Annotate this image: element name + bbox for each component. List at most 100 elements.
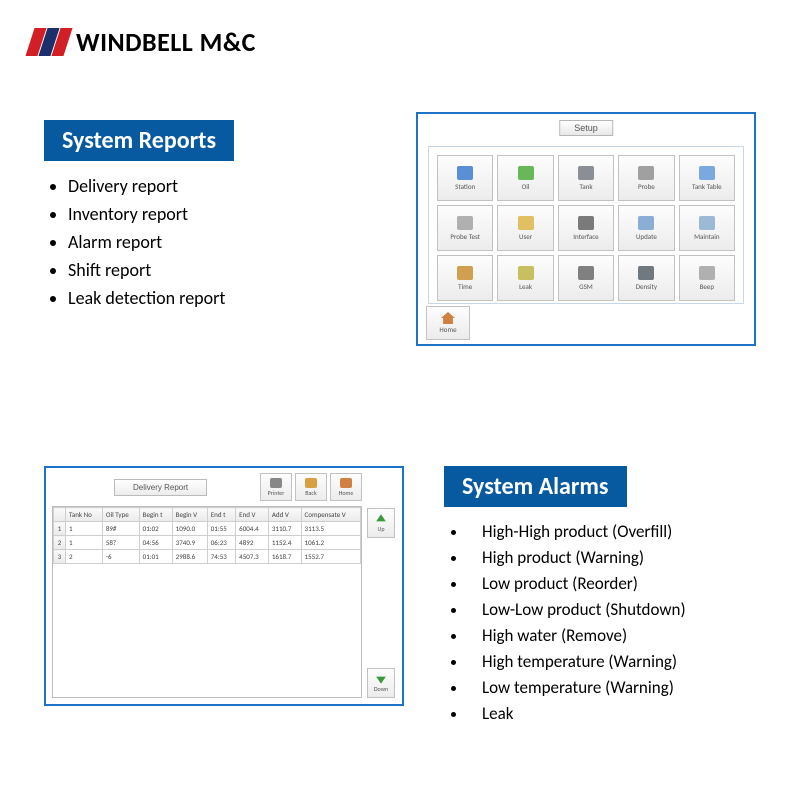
- table-row[interactable]: 1189#01:021090.001:556004.43110.73113.5: [54, 522, 361, 536]
- station-icon: [457, 166, 473, 180]
- table-cell: 1: [66, 536, 103, 550]
- setup-button-label: Leak: [519, 282, 532, 291]
- home-button[interactable]: Home: [426, 306, 470, 340]
- printer-button[interactable]: Printer: [260, 473, 292, 501]
- setup-button-label: Probe: [638, 182, 655, 191]
- density-icon: [638, 266, 654, 280]
- alarm-item: Low-Low product (Shutdown): [468, 599, 774, 620]
- table-cell: -6: [102, 550, 139, 564]
- delivery-side-controls: Up Down: [366, 508, 396, 698]
- system-alarms-section: System Alarms High-High product (Overfil…: [444, 466, 774, 729]
- setup-beep-button[interactable]: Beep: [679, 255, 735, 301]
- table-cell: 06:23: [207, 536, 235, 550]
- table-header: Tank No: [66, 508, 103, 522]
- scroll-down-button[interactable]: Down: [367, 668, 395, 698]
- setup-button-label: Beep: [700, 282, 714, 291]
- back-button[interactable]: Back: [295, 473, 327, 501]
- alarm-item: High-High product (Overfill): [468, 521, 774, 542]
- setup-update-button[interactable]: Update: [618, 205, 674, 251]
- gsm-icon: [578, 266, 594, 280]
- table-cell: 1152.4: [268, 536, 301, 550]
- setup-oil-button[interactable]: Oil: [497, 155, 553, 201]
- setup-user-button[interactable]: User: [497, 205, 553, 251]
- table-header: End V: [236, 508, 269, 522]
- delivery-table-wrap: Tank NoOil TypeBegin tBegin VEnd tEnd VA…: [52, 506, 362, 698]
- delivery-report-window: Delivery Report Printer Back Home Tank NoO…: [44, 466, 404, 706]
- setup-maintain-button[interactable]: Maintain: [679, 205, 735, 251]
- delivery-title-button[interactable]: Delivery Report: [114, 479, 207, 496]
- table-cell: 1090.0: [172, 522, 207, 536]
- system-alarms-title: System Alarms: [444, 466, 627, 507]
- update-icon: [638, 216, 654, 230]
- setup-tank-button[interactable]: Tank: [558, 155, 614, 201]
- brand-mark: [30, 28, 68, 56]
- table-header: Oil Type: [102, 508, 139, 522]
- system-reports-section: System Reports Delivery reportInventory …: [44, 120, 344, 315]
- setup-station-button[interactable]: Station: [437, 155, 493, 201]
- table-cell: 4892: [236, 536, 269, 550]
- setup-density-button[interactable]: Density: [618, 255, 674, 301]
- table-cell: 3110.7: [268, 522, 301, 536]
- setup-button-label: Tank: [579, 182, 592, 191]
- table-cell: 2988.6: [172, 550, 207, 564]
- table-cell: 74:53: [207, 550, 235, 564]
- printer-icon: [270, 478, 282, 488]
- table-cell: 1618.7: [268, 550, 301, 564]
- table-cell: 58?: [102, 536, 139, 550]
- home-button[interactable]: Home: [330, 473, 362, 501]
- setup-button-label: User: [519, 232, 532, 241]
- table-cell: 1: [66, 522, 103, 536]
- setup-button-label: Station: [455, 182, 475, 191]
- setup-gsm-button[interactable]: GSM: [558, 255, 614, 301]
- arrow-down-icon: [375, 673, 387, 685]
- toolbar-button-label: Home: [339, 489, 354, 497]
- table-cell: 3113.5: [301, 522, 360, 536]
- scroll-up-button[interactable]: Up: [367, 508, 395, 538]
- setup-icon-grid: Station Oil Tank Probe Tank Table Probe Test U…: [437, 155, 735, 301]
- setup-button-label: Density: [636, 282, 657, 291]
- table-cell: 01:55: [207, 522, 235, 536]
- back-icon: [305, 478, 317, 488]
- table-cell: 01:01: [139, 550, 172, 564]
- setup-probe-test-button[interactable]: Probe Test: [437, 205, 493, 251]
- setup-header-button[interactable]: Setup: [559, 120, 613, 136]
- setup-button-label: Update: [636, 232, 657, 241]
- probe-icon: [638, 166, 654, 180]
- system-alarms-list: High-High product (Overfill)High product…: [444, 521, 774, 724]
- maintain-icon: [699, 216, 715, 230]
- toolbar-button-label: Printer: [268, 489, 285, 497]
- table-cell: 01:02: [139, 522, 172, 536]
- setup-leak-button[interactable]: Leak: [497, 255, 553, 301]
- setup-tank-table-button[interactable]: Tank Table: [679, 155, 735, 201]
- system-reports-list: Delivery reportInventory reportAlarm rep…: [44, 175, 344, 309]
- row-number: 2: [54, 536, 66, 550]
- user-icon: [518, 216, 534, 230]
- setup-icon-panel: Station Oil Tank Probe Tank Table Probe Test U…: [428, 146, 744, 304]
- tank-table-icon: [699, 166, 715, 180]
- toolbar-button-label: Back: [305, 489, 316, 497]
- setup-button-label: Tank Table: [692, 182, 722, 191]
- table-header: End t: [207, 508, 235, 522]
- setup-time-button[interactable]: Time: [437, 255, 493, 301]
- setup-button-label: GSM: [579, 282, 593, 291]
- setup-button-label: Maintain: [694, 232, 719, 241]
- setup-window: Setup Station Oil Tank Probe Tank Table Probe…: [416, 112, 756, 346]
- table-row[interactable]: 32-601:012988.674:534507.31618.71552.7: [54, 550, 361, 564]
- interface-icon: [578, 216, 594, 230]
- home-icon: [340, 478, 352, 488]
- report-item: Shift report: [68, 259, 344, 281]
- alarm-item: High temperature (Warning): [468, 651, 774, 672]
- setup-probe-button[interactable]: Probe: [618, 155, 674, 201]
- table-header: Begin V: [172, 508, 207, 522]
- setup-button-label: Time: [458, 282, 472, 291]
- scroll-up-label: Up: [377, 525, 384, 533]
- table-cell: 1552.7: [301, 550, 360, 564]
- table-row[interactable]: 2158?04:563740.906:2348921152.41061.2: [54, 536, 361, 550]
- setup-interface-button[interactable]: Interface: [558, 205, 614, 251]
- table-cell: 1061.2: [301, 536, 360, 550]
- beep-icon: [699, 266, 715, 280]
- row-number: 1: [54, 522, 66, 536]
- tank-icon: [578, 166, 594, 180]
- report-item: Delivery report: [68, 175, 344, 197]
- report-item: Leak detection report: [68, 287, 344, 309]
